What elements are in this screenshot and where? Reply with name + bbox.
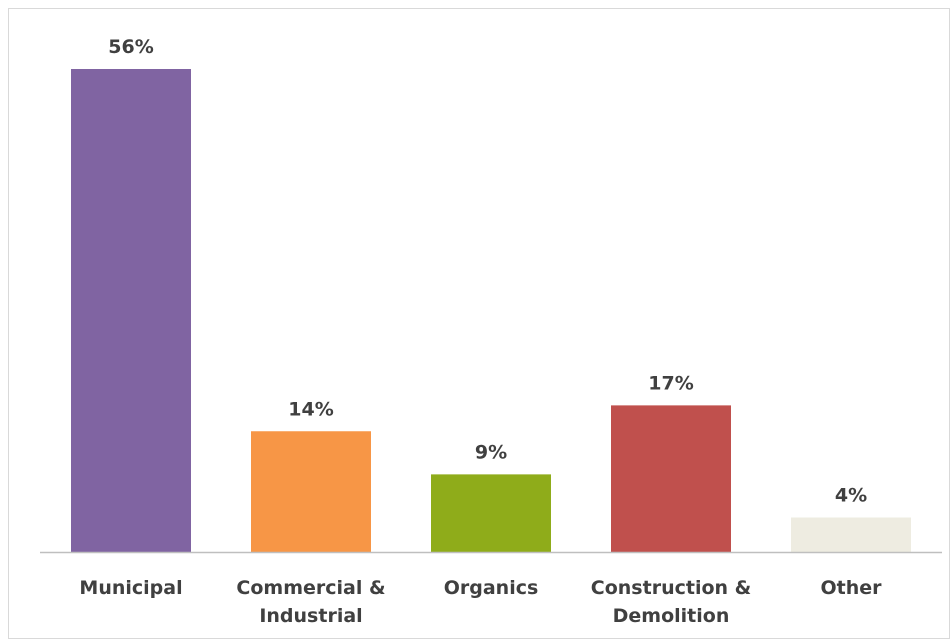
category-label-construction-demolition-line-1: Construction & [591, 577, 751, 599]
category-label-commercial-industrial-line-2: Industrial [259, 605, 362, 627]
value-label-construction-demolition: 17% [648, 372, 693, 394]
bar-commercial-industrial [251, 431, 371, 552]
bar-construction-demolition [611, 405, 731, 552]
value-label-municipal: 56% [108, 36, 153, 58]
bar-municipal [71, 69, 191, 552]
category-label-municipal: Municipal [79, 577, 182, 599]
value-label-organics: 9% [475, 441, 507, 463]
bar-other [791, 517, 911, 552]
category-label-other: Other [820, 577, 882, 599]
category-label-commercial-industrial-line-1: Commercial & [236, 577, 385, 599]
bar-organics [431, 474, 551, 552]
value-label-other: 4% [835, 485, 867, 507]
value-labels-layer: 56% 14% 9% 17% 4% [108, 36, 867, 507]
bars-layer [71, 69, 911, 552]
category-label-organics: Organics [444, 577, 539, 599]
category-label-construction-demolition-line-2: Demolition [613, 605, 730, 627]
value-label-commercial-industrial: 14% [288, 398, 333, 420]
category-labels-layer: Municipal Commercial & Industrial Organics C… [79, 577, 882, 627]
